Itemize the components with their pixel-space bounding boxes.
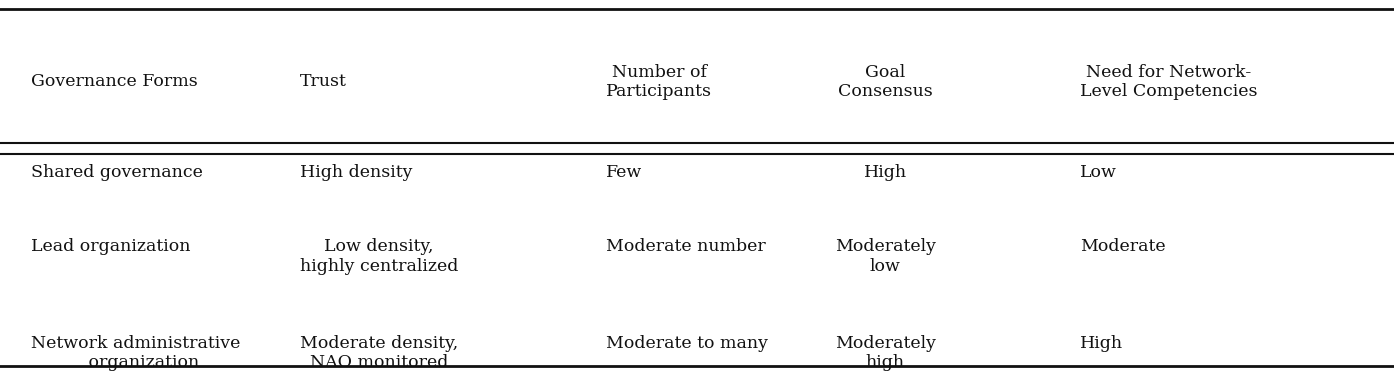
Text: Number of
Participants: Number of Participants [606, 64, 712, 100]
Text: High density: High density [300, 164, 413, 181]
Text: Low: Low [1080, 164, 1117, 181]
Text: High: High [864, 164, 906, 181]
Text: Moderately
high: Moderately high [835, 335, 935, 371]
Text: Trust: Trust [300, 73, 347, 90]
Text: Moderate: Moderate [1080, 238, 1165, 255]
Text: Few: Few [606, 164, 643, 181]
Text: Need for Network-
Level Competencies: Need for Network- Level Competencies [1080, 64, 1257, 100]
Text: Low density,
highly centralized: Low density, highly centralized [300, 238, 459, 275]
Text: Goal
Consensus: Goal Consensus [838, 64, 933, 100]
Text: Moderate number: Moderate number [606, 238, 767, 255]
Text: Governance Forms: Governance Forms [31, 73, 198, 90]
Text: Moderate to many: Moderate to many [606, 335, 768, 352]
Text: Moderately
low: Moderately low [835, 238, 935, 275]
Text: Lead organization: Lead organization [31, 238, 190, 255]
Text: Network administrative
   organization: Network administrative organization [31, 335, 240, 371]
Text: High: High [1080, 335, 1124, 352]
Text: Moderate density,
NAO monitored
by members: Moderate density, NAO monitored by membe… [300, 335, 459, 372]
Text: Shared governance: Shared governance [31, 164, 202, 181]
